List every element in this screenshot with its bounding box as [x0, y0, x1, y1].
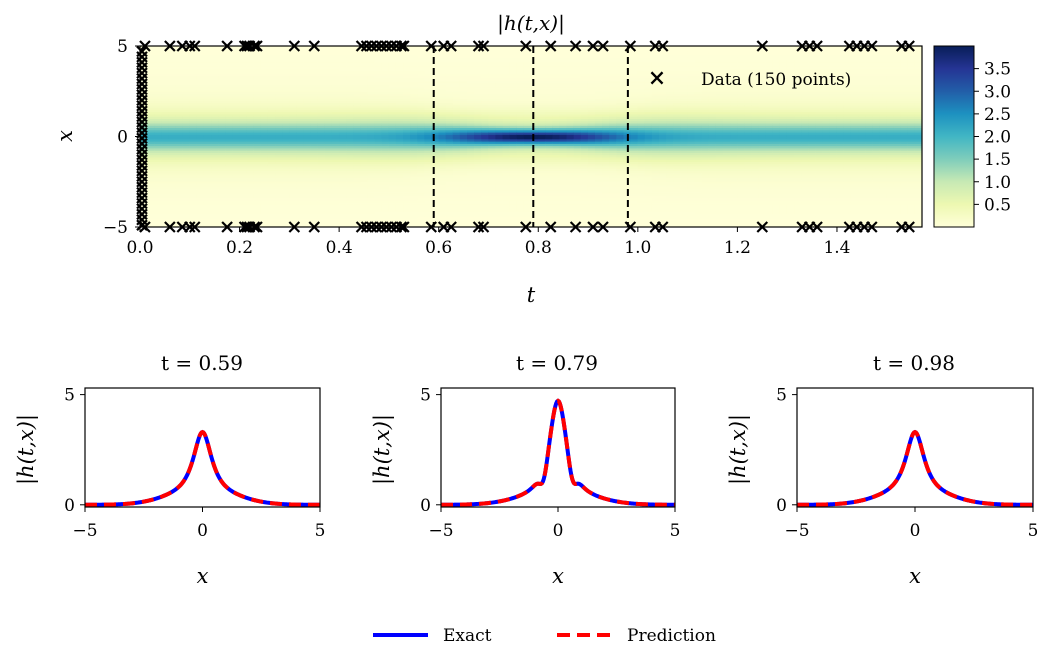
heatmap-panel: |h(t,x)| 0.0 0.2 0.4 0.6 0.8 1.0 1.2 1.4 −505 t…	[53, 11, 923, 307]
heatmap-title: |h(t,x)|	[497, 11, 565, 36]
